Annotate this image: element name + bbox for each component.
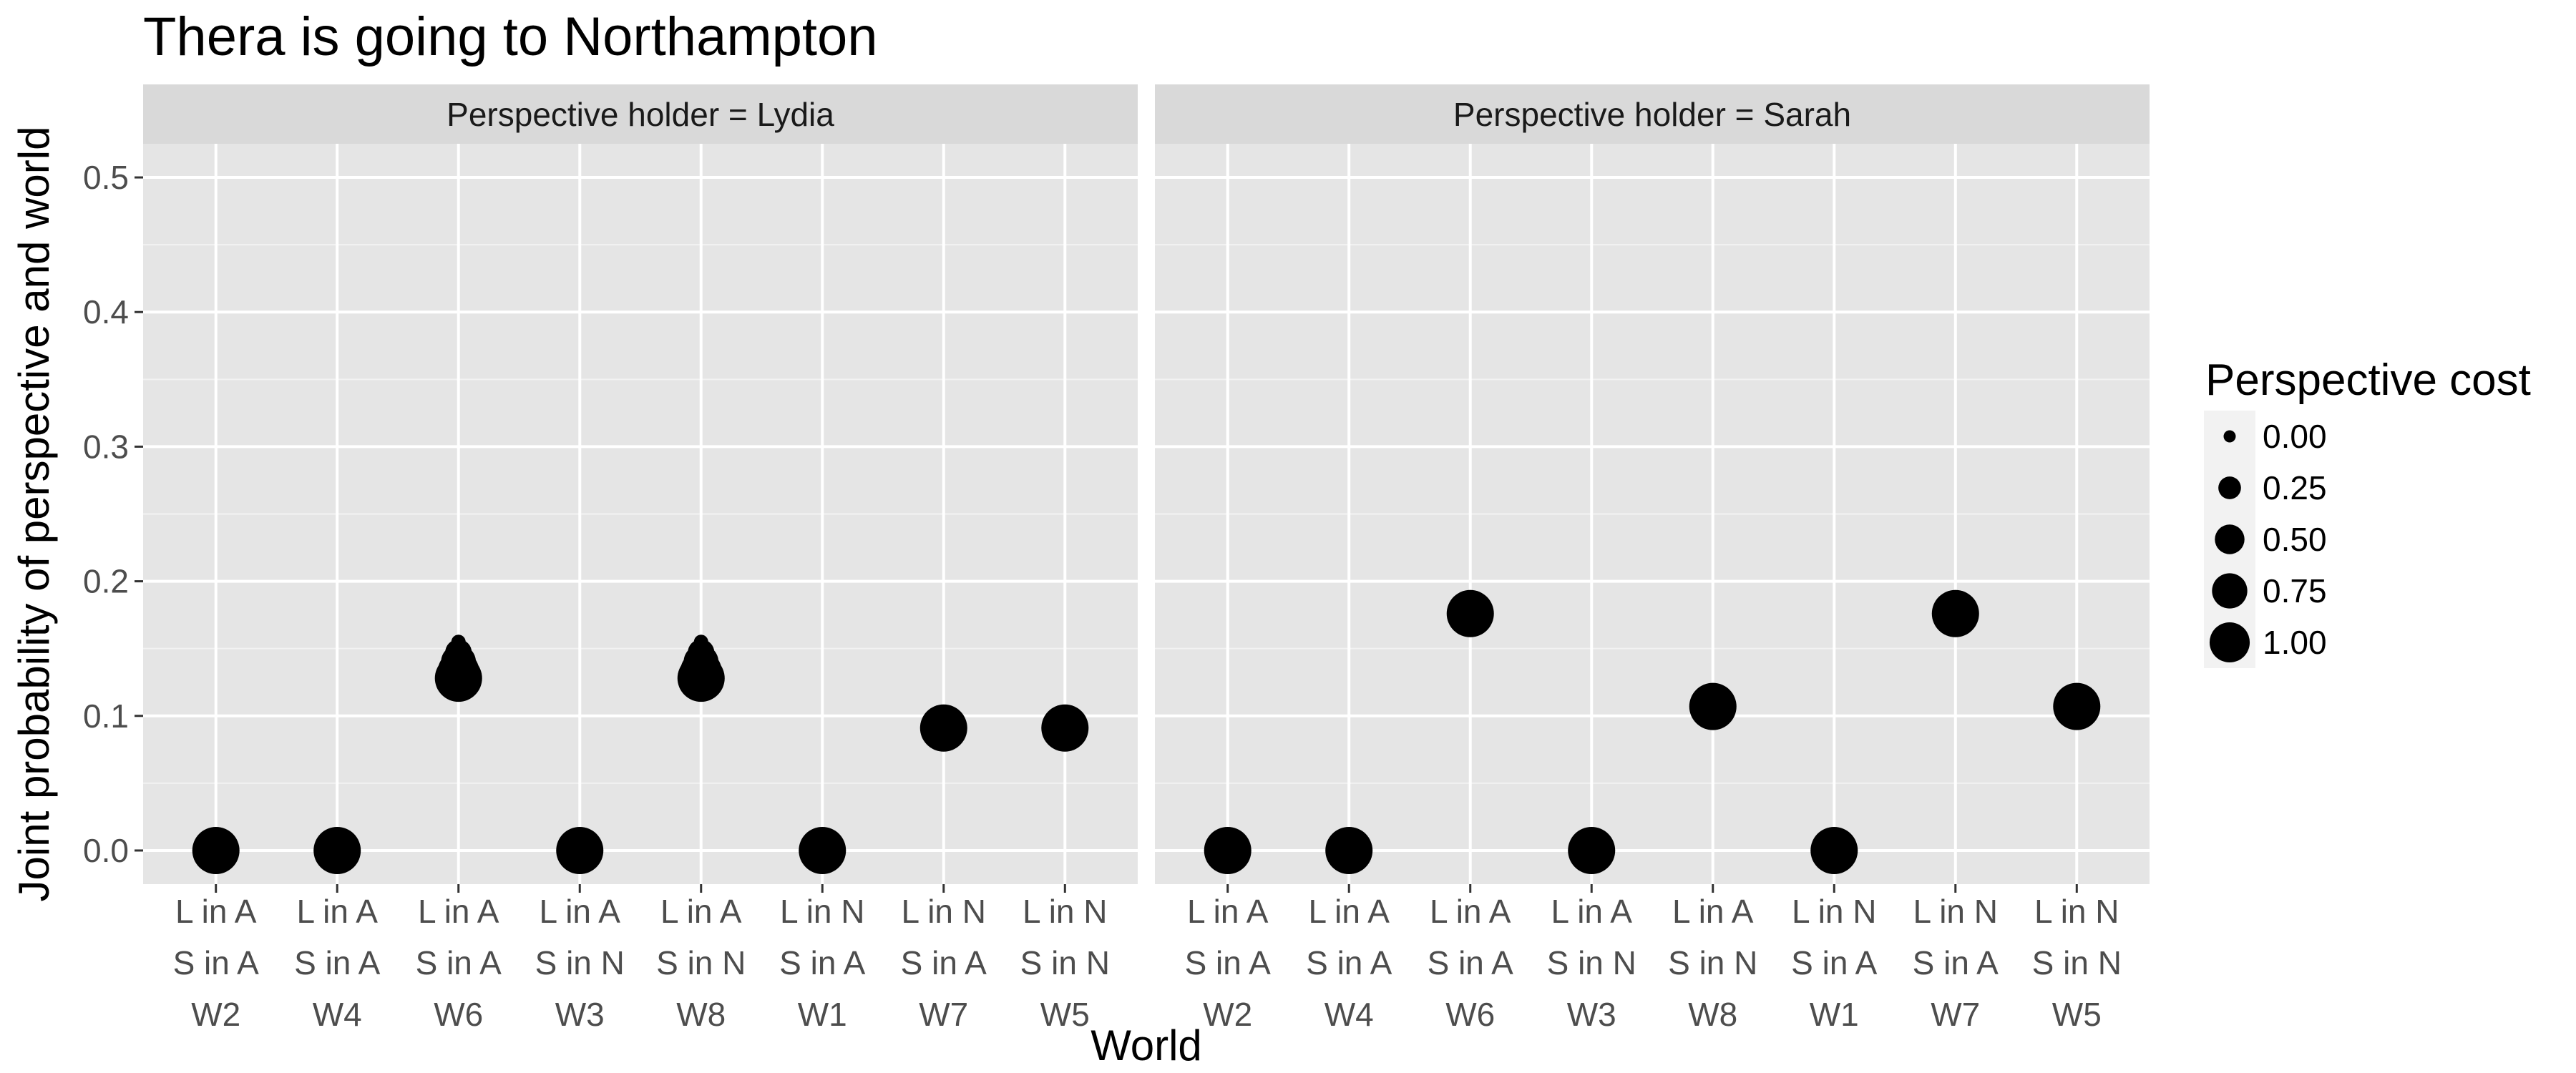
x-tick-label: S in N	[535, 944, 625, 981]
x-tick-label: W3	[1567, 996, 1616, 1033]
data-point	[1827, 843, 1842, 858]
x-tick-label: L in A	[418, 893, 499, 930]
y-tick-label: 0.1	[83, 697, 129, 735]
x-tick-label: S in A	[416, 944, 502, 981]
x-tick-label: L in N	[780, 893, 864, 930]
x-tick-label: W7	[1931, 996, 1980, 1033]
data-point	[1342, 843, 1357, 858]
x-tick-label: S in N	[1020, 944, 1110, 981]
data-point	[2069, 705, 2084, 720]
x-tick-label: W1	[798, 996, 847, 1033]
data-point	[1705, 705, 1720, 720]
data-point	[815, 843, 830, 858]
x-tick-label: L in N	[902, 893, 986, 930]
y-tick-label: 0.5	[83, 159, 129, 196]
x-tick-label: L in N	[1913, 893, 1998, 930]
legend-key	[2215, 524, 2245, 554]
data-point	[1948, 619, 1963, 635]
data-point	[688, 639, 715, 666]
legend-key	[2209, 622, 2250, 663]
x-tick-label: S in A	[1306, 944, 1392, 981]
x-tick-label: L in A	[660, 893, 742, 930]
data-point	[451, 635, 466, 650]
data-point	[1220, 843, 1235, 858]
x-tick-label: W8	[1688, 996, 1737, 1033]
y-tick-label: 0.3	[83, 428, 129, 465]
x-tick-label: S in A	[779, 944, 866, 981]
x-tick-label: W6	[1445, 996, 1495, 1033]
x-tick-label: S in A	[173, 944, 260, 981]
legend-title: Perspective cost	[2205, 356, 2531, 405]
x-tick-label: W2	[191, 996, 240, 1033]
data-point	[445, 639, 472, 666]
legend-label: 0.25	[2263, 469, 2327, 506]
x-tick-label: L in A	[175, 893, 257, 930]
x-tick-label: S in A	[1185, 944, 1272, 981]
data-point	[572, 843, 587, 858]
legend-label: 0.75	[2263, 572, 2327, 609]
legend-label: 0.00	[2263, 418, 2327, 455]
legend-key	[2218, 476, 2241, 499]
y-tick-label: 0.2	[83, 563, 129, 600]
data-point	[1058, 720, 1073, 735]
y-tick-label: 0.0	[83, 832, 129, 869]
x-tick-label: L in A	[297, 893, 379, 930]
x-tick-label: S in A	[1791, 944, 1878, 981]
x-tick-label: S in A	[1428, 944, 1514, 981]
x-tick-label: W8	[676, 996, 726, 1033]
x-tick-label: L in N	[1023, 893, 1107, 930]
x-tick-label: S in A	[901, 944, 987, 981]
x-tick-label: W2	[1203, 996, 1252, 1033]
legend-key	[2223, 430, 2236, 443]
x-tick-label: L in A	[1187, 893, 1269, 930]
x-tick-label: L in A	[1551, 893, 1633, 930]
facet-strip	[1155, 84, 2150, 144]
data-point	[208, 843, 223, 858]
x-tick-label: W4	[1324, 996, 1374, 1033]
facet-label: Perspective holder = Lydia	[447, 96, 834, 133]
x-tick-label: W5	[1040, 996, 1090, 1033]
x-tick-label: S in N	[1547, 944, 1636, 981]
y-tick-label: 0.4	[83, 293, 129, 330]
x-tick-label: L in A	[1309, 893, 1390, 930]
data-point	[1584, 843, 1599, 858]
x-tick-label: W4	[313, 996, 362, 1033]
data-point	[936, 720, 951, 735]
y-axis-title: Joint probability of perspective and wor…	[10, 127, 58, 902]
legend-label: 1.00	[2263, 624, 2327, 661]
x-tick-label: W1	[1810, 996, 1859, 1033]
x-tick-label: L in A	[1430, 893, 1511, 930]
legend-key	[2212, 573, 2248, 609]
legend-label: 0.50	[2263, 521, 2327, 558]
data-point	[330, 843, 345, 858]
facet-strip	[143, 84, 1138, 144]
x-tick-label: W6	[434, 996, 483, 1033]
facet-label: Perspective holder = Sarah	[1453, 96, 1851, 133]
x-tick-label: S in A	[1913, 944, 1999, 981]
x-tick-label: W7	[919, 996, 968, 1033]
data-point	[1463, 619, 1478, 635]
x-axis-title: World	[1091, 1021, 1202, 1069]
x-tick-label: L in N	[1792, 893, 1876, 930]
x-tick-label: W3	[555, 996, 605, 1033]
x-tick-label: S in N	[1668, 944, 1757, 981]
x-tick-label: S in N	[2032, 944, 2122, 981]
x-tick-label: S in N	[656, 944, 746, 981]
chart-title: Thera is going to Northampton	[143, 6, 878, 67]
x-tick-label: S in A	[294, 944, 381, 981]
x-tick-label: L in A	[1672, 893, 1754, 930]
x-tick-label: L in N	[2034, 893, 2119, 930]
data-point	[693, 635, 708, 650]
x-tick-label: W5	[2052, 996, 2102, 1033]
x-tick-label: L in A	[540, 893, 621, 930]
